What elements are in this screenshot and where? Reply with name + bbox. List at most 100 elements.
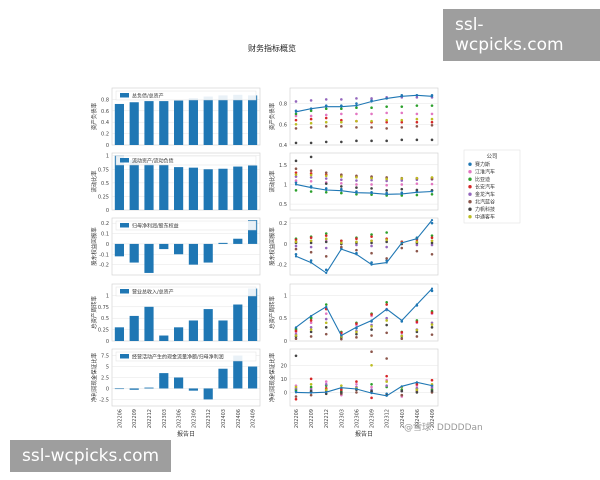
company-point — [294, 179, 298, 182]
line-y-axis-label: 流动比率 — [268, 170, 276, 193]
bar-legend-swatch — [120, 289, 129, 294]
panels: 00.20.40.60.8资产负债率总负债/总资产0.40.60.8资产负债率0… — [90, 87, 439, 438]
trend-point — [400, 319, 403, 322]
company-point — [355, 237, 358, 241]
company-point — [430, 326, 434, 329]
trend-point — [400, 385, 403, 388]
company-point — [309, 169, 313, 172]
company-point — [400, 337, 404, 341]
company-point — [415, 328, 419, 332]
company-point — [430, 389, 434, 393]
bar — [233, 94, 243, 145]
bar-legend-label: 归母净利润/股东权益 — [132, 223, 179, 230]
company-point — [370, 385, 373, 389]
bar-y-axis-label: 流动比率 — [90, 170, 98, 193]
company-point — [370, 193, 373, 196]
company-point — [370, 235, 373, 238]
row-2: -0.2-0.100.10.2股东权益回报率归母净利润/股东权益-0.200.2… — [90, 217, 439, 276]
line-x-tick-label: 202303 — [339, 409, 345, 428]
trend-point — [370, 392, 373, 395]
trend-point — [325, 391, 328, 394]
company-point — [309, 121, 313, 125]
trend-line — [295, 219, 433, 274]
legend-entry-label: 力帆科技 — [475, 206, 495, 213]
trend-point — [310, 314, 313, 318]
company-point — [400, 246, 404, 250]
company-point — [430, 104, 434, 107]
company-point — [400, 126, 404, 129]
company-point — [430, 182, 434, 186]
bar — [174, 243, 184, 255]
trend-point — [370, 191, 373, 195]
legend-entry-label: 赛力斯 — [475, 161, 490, 168]
trend-point — [430, 190, 434, 193]
bar — [218, 242, 228, 244]
company-point — [309, 190, 313, 193]
company-point — [294, 167, 298, 171]
company-point — [370, 176, 373, 180]
company-point — [309, 109, 313, 113]
line-y-tick-label: -0.2 — [277, 263, 287, 269]
legend-marker — [468, 215, 472, 219]
bar — [248, 95, 258, 145]
company-point — [400, 111, 404, 115]
trend-point — [385, 394, 388, 397]
bar — [233, 355, 243, 389]
bar-x-tick-label: 202309 — [191, 409, 197, 428]
company-point — [370, 187, 373, 190]
company-point — [370, 183, 373, 186]
company-point — [294, 252, 298, 256]
legend-frame — [463, 149, 521, 224]
company-point — [430, 311, 434, 315]
company-point — [309, 245, 313, 249]
trend-point — [355, 104, 358, 107]
company-point — [370, 106, 373, 109]
company-point — [400, 187, 404, 191]
bar — [144, 306, 154, 341]
bar — [174, 100, 184, 145]
company-point — [370, 251, 373, 255]
legend-title: 公司 — [486, 153, 497, 160]
legend-marker — [468, 177, 472, 181]
company-point — [385, 139, 388, 143]
company-point — [385, 331, 388, 335]
bar-y-tick-label: 0.2 — [101, 221, 109, 227]
company-point — [294, 175, 298, 178]
trend-point — [340, 189, 343, 192]
company-point — [385, 257, 388, 260]
company-point — [324, 182, 328, 185]
bar-x-tick-label: 202306 — [177, 409, 183, 428]
company-point — [340, 384, 343, 387]
trend-point — [370, 100, 373, 103]
line-x-tick-label: 202209 — [309, 409, 315, 428]
bar-y-tick-label: -0.1 — [99, 252, 109, 258]
trend-point — [430, 287, 434, 290]
row-3: 0 0.25 0.5 0.75 1 总资产周转率 营业总收入/总资产 0 0.5 1 总资产周转率 — [90, 283, 439, 345]
bar — [188, 243, 198, 265]
company-point — [324, 326, 328, 329]
trend-point — [310, 107, 313, 110]
company-point — [324, 120, 328, 124]
company-point — [385, 105, 388, 108]
company-point — [355, 186, 358, 189]
bar-x-tick-label: 202406 — [236, 409, 242, 428]
bar-y-tick-label: -0.2 — [99, 263, 109, 269]
company-point — [355, 240, 358, 244]
bar-y-tick-label: 0.75 — [98, 305, 109, 311]
bar — [233, 166, 243, 210]
bar — [174, 167, 184, 210]
bar — [248, 366, 258, 389]
trend-point — [415, 237, 418, 240]
company-point — [324, 268, 328, 272]
company-point — [385, 319, 388, 322]
line-y-tick-label: 1 — [284, 182, 287, 188]
line-panel-frame — [289, 283, 439, 342]
trend-point — [430, 95, 434, 98]
trend-point — [355, 326, 358, 329]
company-point — [324, 321, 328, 325]
bar-y-tick-label: 0.8 — [101, 97, 109, 103]
trend-point — [415, 381, 418, 384]
company-point — [370, 178, 373, 182]
